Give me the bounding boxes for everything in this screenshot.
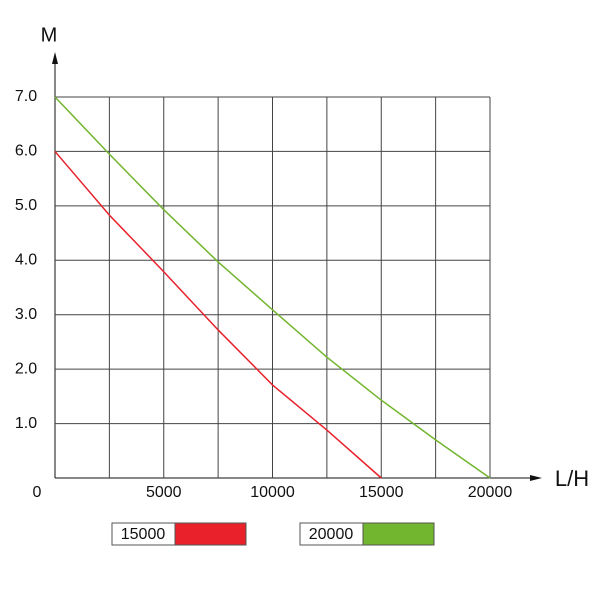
legend-label: 15000 [121, 526, 166, 543]
x-tick-label: 5000 [146, 484, 182, 501]
y-tick-label: 6.0 [15, 143, 37, 160]
x-tick-label: 15000 [359, 484, 404, 501]
x-tick-label: 20000 [468, 484, 513, 501]
x-axis-label: L/H [555, 466, 589, 491]
series-line [54, 150, 382, 479]
x-tick-label: 10000 [250, 484, 295, 501]
y-tick-label: 2.0 [15, 360, 37, 377]
y-tick-label: 4.0 [15, 252, 37, 269]
legend-label: 20000 [309, 526, 354, 543]
y-tick-label: 1.0 [15, 415, 37, 432]
y-axis-label: M [41, 24, 58, 46]
legend-swatch [174, 522, 247, 546]
legend-swatch [362, 522, 435, 546]
y-tick-label: 3.0 [15, 306, 37, 323]
y-tick-label: 5.0 [15, 197, 37, 214]
series-line [54, 96, 491, 479]
x-axis-arrow [530, 475, 542, 481]
x-tick-label: 0 [33, 484, 42, 501]
y-axis-arrow [52, 52, 58, 64]
y-tick-label: 7.0 [15, 88, 37, 105]
